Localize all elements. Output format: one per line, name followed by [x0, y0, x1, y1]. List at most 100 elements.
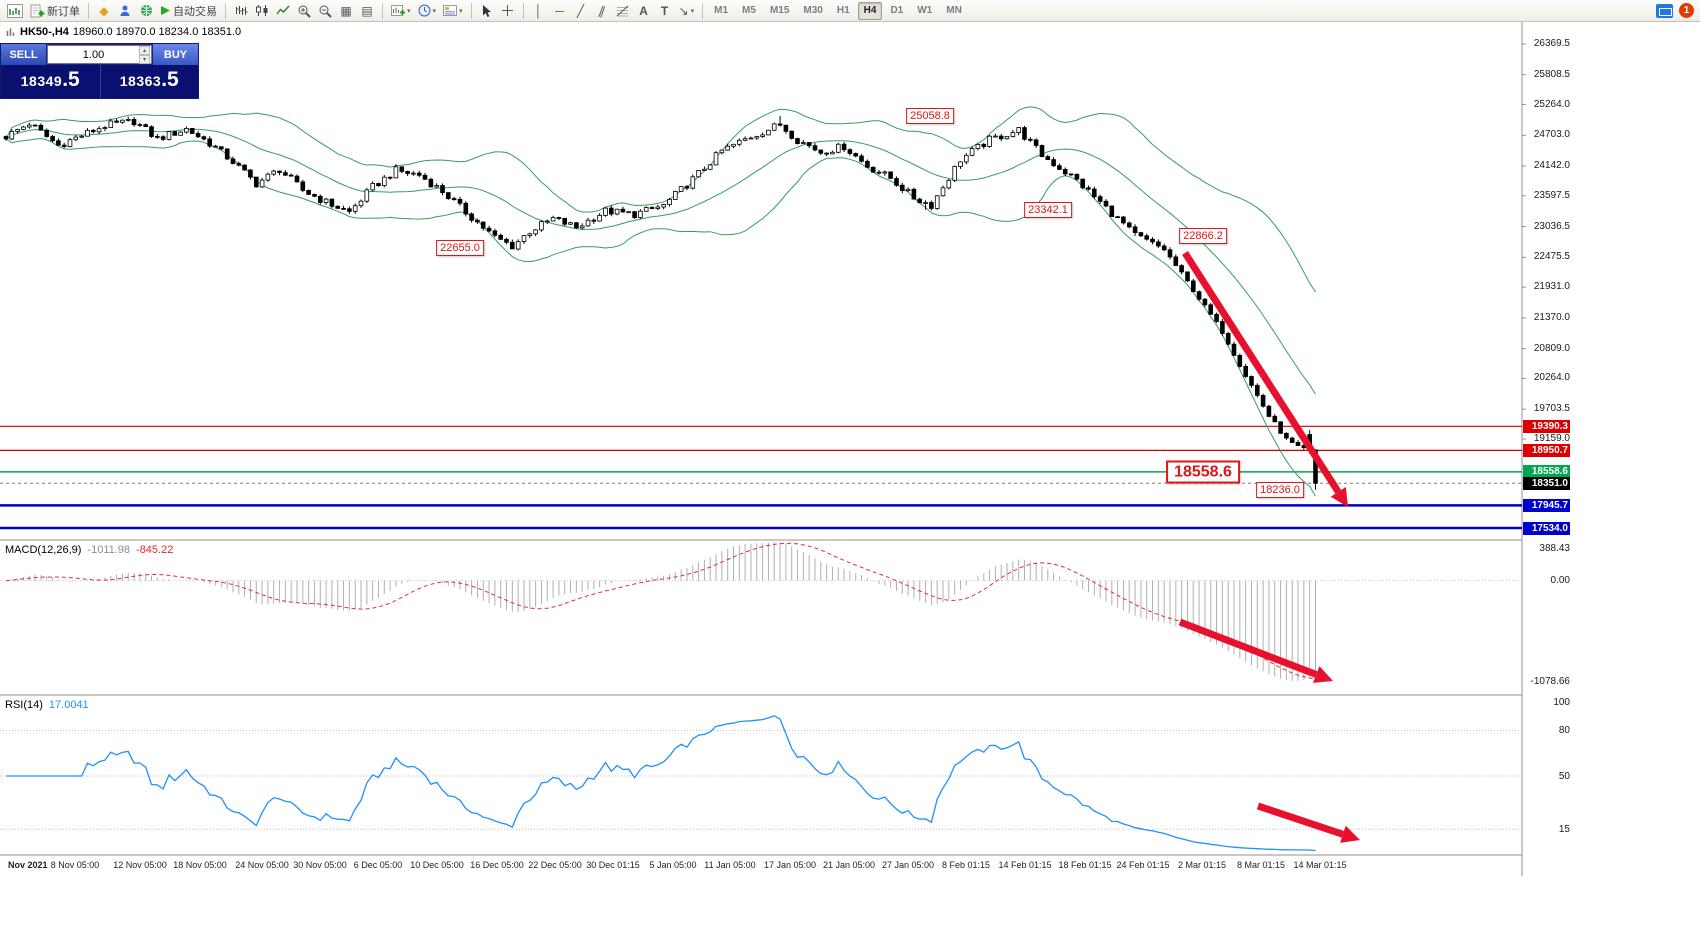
rsi-line: [6, 715, 1316, 852]
profile-icon: [120, 5, 130, 16]
trend-arrow[interactable]: [1178, 618, 1318, 678]
volume-decrease-button[interactable]: ▾: [139, 54, 150, 64]
window-list-button[interactable]: ▤: [357, 1, 377, 21]
template-icon: [443, 5, 458, 16]
buy-price-fraction: .5: [161, 68, 179, 91]
trendline-button[interactable]: ╱: [571, 1, 591, 21]
new-order-icon: [30, 4, 45, 17]
volume-increase-button[interactable]: ▴: [139, 45, 150, 55]
autotrade-button[interactable]: 自动交易: [157, 1, 220, 21]
horizontal-line-button[interactable]: ─: [550, 1, 570, 21]
arrows-tool-button[interactable]: ↘ ▾: [676, 1, 698, 21]
text-button[interactable]: A: [634, 1, 654, 21]
text-label-button[interactable]: T: [655, 1, 675, 21]
crosshair-icon: [502, 5, 514, 16]
ohlc-values: 18960.0 18970.0 18234.0 18351.0: [72, 26, 242, 38]
new-chart-dropdown[interactable]: ▾: [388, 1, 414, 21]
notification-badge[interactable]: 1: [1679, 3, 1694, 18]
clock-icon: [418, 4, 431, 17]
caret-icon: ▾: [407, 7, 411, 15]
sell-button[interactable]: SELL: [1, 44, 46, 65]
timeframe-d1-button[interactable]: D1: [890, 5, 904, 16]
cursor-button[interactable]: [477, 1, 497, 21]
channel-button[interactable]: ∥: [592, 1, 612, 21]
market-watch-icon: ◆: [99, 3, 109, 18]
trend-arrow[interactable]: [1256, 802, 1345, 838]
timeframe-h4-button[interactable]: H4: [857, 1, 883, 20]
zoom-out-button[interactable]: [315, 1, 335, 21]
new-order-label: 新订单: [47, 5, 80, 18]
separator: [522, 2, 524, 19]
separator: [702, 2, 704, 19]
horizontal-line-icon: ─: [555, 3, 564, 18]
separator: [88, 2, 89, 19]
separator: [470, 2, 472, 19]
volume-input[interactable]: ▴ ▾: [47, 45, 152, 64]
market-watch-button[interactable]: ◆: [94, 1, 114, 21]
buy-price-main: 18363: [119, 73, 162, 89]
timeframe-m1-button[interactable]: M1: [714, 5, 729, 16]
zoom-out-icon: [319, 5, 332, 18]
trade-panel-prices: 18349 .5 18363 .5: [1, 65, 198, 98]
bar-chart-button[interactable]: [231, 1, 251, 21]
trend-arrow-head[interactable]: [1312, 666, 1333, 683]
volume-spinner: ▴ ▾: [139, 45, 150, 64]
timeframe-m5-button[interactable]: M5: [742, 5, 756, 16]
timeframe-m30-button[interactable]: M30: [803, 5, 823, 16]
candlestick-chart-button[interactable]: [252, 1, 272, 21]
fibonacci-icon: [616, 5, 629, 16]
trend-arrow-head[interactable]: [1330, 486, 1348, 507]
separator: [225, 2, 226, 19]
trend-arrow[interactable]: [1182, 251, 1342, 494]
timeframe-w1-button[interactable]: W1: [917, 5, 933, 16]
window-list-icon: ▤: [361, 3, 373, 18]
text-label-icon: T: [660, 3, 669, 18]
crosshair-button[interactable]: [498, 1, 518, 21]
timeframe-mn-button[interactable]: MN: [946, 5, 962, 16]
buy-button[interactable]: BUY: [153, 44, 198, 65]
navigator-button[interactable]: [136, 1, 156, 21]
timeframe-m15-button[interactable]: M15: [769, 5, 790, 16]
sell-price[interactable]: 18349 .5: [1, 65, 100, 98]
zoom-in-button[interactable]: [294, 1, 314, 21]
tile-windows-icon: ▦: [340, 3, 352, 18]
line-chart-button[interactable]: [273, 1, 293, 21]
templates-dropdown[interactable]: ▾: [440, 1, 466, 21]
new-order-button[interactable]: 新订单: [27, 1, 83, 21]
tile-windows-button[interactable]: ▦: [336, 1, 356, 21]
bar-chart-icon: [236, 6, 248, 15]
profile-button[interactable]: [115, 1, 135, 21]
timeframe-group: M1 M5 M15 M30 H1 H4 D1 W1 MN: [708, 1, 968, 20]
periods-dropdown[interactable]: ▾: [415, 1, 440, 21]
text-icon: A: [639, 3, 648, 18]
autotrade-play-icon: [161, 6, 170, 15]
new-chart-icon: [7, 3, 23, 18]
zoom-in-icon: [298, 5, 311, 18]
trendline-icon: ╱: [576, 3, 585, 18]
bollinger-band: [5, 137, 1316, 497]
toolbar: 新订单 ◆ 自动交易 ▦: [0, 0, 1700, 22]
one-click-trading-panel: SELL ▴ ▾ BUY 18349 .5 18363 .5: [0, 43, 199, 99]
trend-arrow-head[interactable]: [1340, 825, 1360, 843]
caret-icon: ▾: [690, 7, 695, 15]
cursor-icon: [483, 4, 492, 17]
candlestick-chart-icon: [256, 5, 268, 16]
chart-window-icon: [6, 28, 15, 36]
fibonacci-button[interactable]: [613, 1, 633, 21]
messages-icon[interactable]: [1656, 3, 1673, 18]
separator: [382, 2, 383, 19]
sell-price-main: 18349: [20, 73, 63, 89]
volume-value[interactable]: [48, 48, 151, 61]
buy-price[interactable]: 18363 .5: [99, 65, 199, 98]
macd-signal-line: [5, 542, 1316, 680]
caret-icon: ▾: [432, 7, 437, 15]
vertical-line-button[interactable]: │: [529, 1, 549, 21]
caret-icon: ▾: [459, 7, 463, 15]
new-chart-button[interactable]: [4, 1, 26, 21]
toolbar-right: 1: [1656, 3, 1696, 18]
line-chart-icon: [276, 5, 290, 15]
autotrade-label: 自动交易: [173, 5, 217, 18]
timeframe-h1-button[interactable]: H1: [836, 5, 850, 16]
